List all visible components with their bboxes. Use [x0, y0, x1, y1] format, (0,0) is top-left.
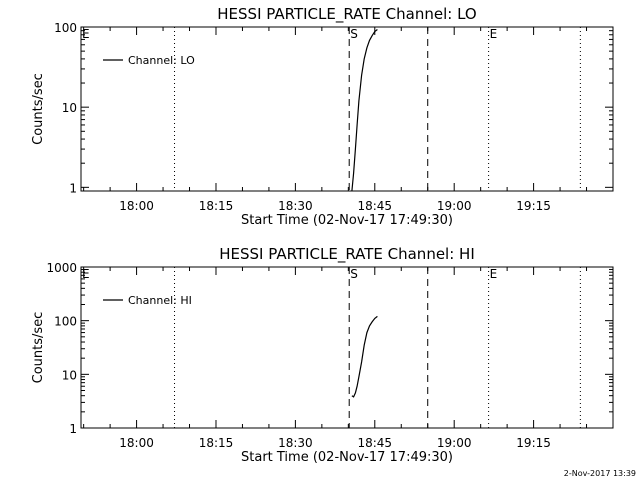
x-tick-label: 19:15	[516, 199, 551, 213]
x-tick-label: 19:00	[437, 199, 472, 213]
marker-label: E	[490, 27, 498, 41]
x-tick-label: 18:45	[357, 199, 392, 213]
plot-frame	[80, 266, 614, 429]
plot-frame	[80, 26, 614, 192]
x-tick-label: 18:30	[278, 199, 313, 213]
series-line	[351, 29, 378, 192]
marker-label: S	[350, 267, 358, 281]
x-tick-label: 19:00	[437, 436, 472, 450]
marker-label: S	[350, 27, 358, 41]
x-tick-label: 19:15	[516, 436, 551, 450]
y-tick-label: 10	[62, 368, 77, 382]
legend-label: Channel: LO	[128, 54, 195, 67]
y-tick-label: 10	[62, 101, 77, 115]
y-axis-label: Counts/sec	[31, 312, 46, 384]
timestamp-footer: 2-Nov-2017 13:39	[563, 469, 636, 478]
x-tick-label: 18:30	[278, 436, 313, 450]
marker-label: E	[490, 267, 498, 281]
chart-title: HESSI PARTICLE_RATE Channel: HI	[219, 245, 475, 264]
legend-label: Channel: HI	[128, 294, 192, 307]
x-tick-label: 18:15	[199, 199, 234, 213]
y-tick-label: 1000	[46, 261, 77, 275]
x-tick-label: 18:45	[357, 436, 392, 450]
chart-title: HESSI PARTICLE_RATE Channel: LO	[217, 5, 476, 24]
x-tick-label: 18:00	[119, 436, 154, 450]
y-tick-label: 1	[69, 181, 77, 195]
x-axis-label: Start Time (02-Nov-17 17:49:30)	[241, 213, 453, 228]
y-tick-label: 100	[54, 21, 77, 35]
edge-marker-label: E	[82, 267, 90, 281]
y-tick-label: 1	[69, 422, 77, 436]
y-tick-label: 100	[54, 315, 77, 329]
edge-marker-label: E	[82, 27, 90, 41]
x-tick-label: 18:00	[119, 199, 154, 213]
x-axis-label: Start Time (02-Nov-17 17:49:30)	[241, 450, 453, 465]
x-tick-label: 18:15	[199, 436, 234, 450]
y-axis-label: Counts/sec	[31, 73, 46, 145]
series-line	[351, 315, 378, 398]
